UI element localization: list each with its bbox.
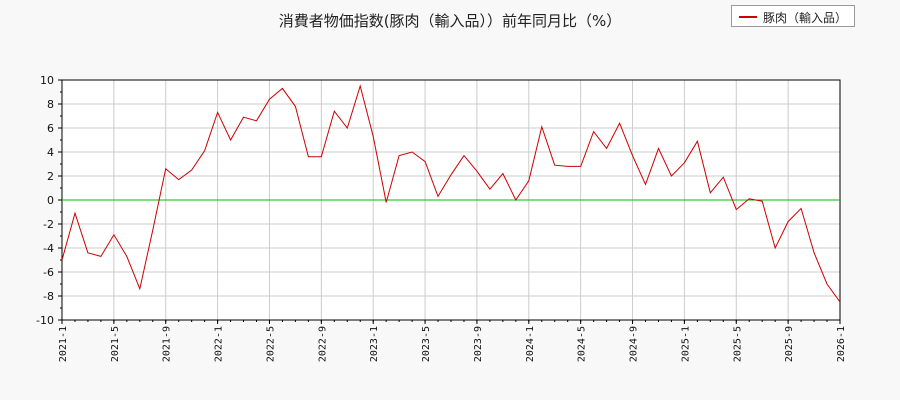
data-point: [216, 111, 219, 114]
data-point: [229, 139, 232, 142]
data-point: [398, 154, 401, 157]
data-point: [164, 167, 167, 170]
data-point: [657, 147, 660, 150]
data-point: [372, 135, 375, 138]
data-point: [307, 155, 310, 158]
data-point: [709, 191, 712, 194]
data-point: [125, 255, 128, 258]
data-point: [190, 169, 193, 172]
data-point: [411, 151, 414, 154]
data-point: [450, 173, 453, 176]
data-point: [255, 119, 258, 122]
data-point: [800, 207, 803, 210]
x-tick-label: 2025-5: [732, 326, 743, 362]
data-point: [514, 199, 517, 202]
y-tick-label: -2: [43, 218, 54, 231]
y-tick-label: 2: [47, 170, 54, 183]
data-point: [177, 178, 180, 181]
y-tick-label: -8: [43, 290, 54, 303]
data-point: [631, 154, 634, 157]
data-point: [839, 301, 842, 304]
x-tick-label: 2024-5: [577, 326, 588, 362]
data-point: [579, 165, 582, 168]
x-tick-label: 2025-9: [784, 326, 795, 362]
legend-series-swatch: [739, 16, 757, 18]
data-point: [112, 233, 115, 236]
data-point: [268, 98, 271, 101]
data-point: [592, 130, 595, 133]
data-point: [73, 212, 76, 215]
data-point: [99, 255, 102, 258]
data-point: [488, 188, 491, 191]
data-point: [540, 125, 543, 128]
data-point: [281, 87, 284, 90]
x-tick-label: 2023-9: [473, 326, 484, 362]
data-point: [86, 251, 89, 254]
y-tick-label: 6: [47, 122, 54, 135]
data-point: [501, 172, 504, 175]
data-point: [138, 287, 141, 290]
data-point: [670, 175, 673, 178]
axes: 10 8 6 4 2 0 -2 -4 -6 -8 -10 2021-1 2021-5 2021-9 2022…: [36, 74, 847, 362]
x-tick-label: 2021-5: [110, 326, 121, 362]
y-tick-label: 10: [40, 74, 54, 87]
data-point: [320, 155, 323, 158]
chart-title: 消費者物価指数(豚肉（輸入品））前年同月比（%）: [278, 12, 622, 30]
x-tick-label: 2022-1: [214, 326, 225, 362]
data-point: [774, 247, 777, 250]
data-point: [644, 183, 647, 186]
data-point: [346, 127, 349, 130]
x-tick-label: 2022-5: [265, 326, 276, 362]
data-point: [385, 201, 388, 204]
data-point: [605, 147, 608, 150]
y-tick-label: -6: [43, 266, 54, 279]
y-tick-label: 4: [47, 146, 54, 159]
x-tick-label: 2025-1: [680, 326, 691, 362]
x-tick-label: 2023-1: [369, 326, 380, 362]
data-point: [696, 140, 699, 143]
data-point: [761, 200, 764, 203]
x-tick-label: 2022-9: [317, 326, 328, 362]
data-point: [748, 197, 751, 200]
y-tick-label: -10: [36, 314, 54, 327]
data-point: [553, 164, 556, 167]
data-point: [61, 259, 64, 262]
data-point: [333, 110, 336, 113]
data-point: [566, 165, 569, 168]
x-tick-label: 2024-9: [629, 326, 640, 362]
legend: 豚肉（輸入品）: [731, 5, 855, 27]
data-point: [475, 170, 478, 173]
data-point: [787, 220, 790, 223]
data-point: [203, 149, 206, 152]
data-point: [424, 160, 427, 163]
x-tick-label: 2021-9: [162, 326, 173, 362]
data-point: [735, 208, 738, 211]
x-tick-label: 2024-1: [525, 326, 536, 362]
y-tick-label: -4: [43, 242, 54, 255]
data-point: [527, 179, 530, 182]
legend-series-label: 豚肉（輸入品）: [763, 11, 848, 25]
data-point: [359, 85, 362, 88]
data-point: [813, 251, 816, 254]
x-tick-label: 2021-1: [58, 326, 69, 362]
y-tick-label: 8: [47, 98, 54, 111]
data-point: [242, 116, 245, 119]
data-point: [618, 122, 621, 125]
data-point: [683, 161, 686, 164]
series-layer: [61, 84, 842, 304]
x-tick-label: 2026-1: [836, 326, 847, 362]
series-line-pork-imported: [61, 84, 841, 303]
data-point: [462, 154, 465, 157]
x-tick-label: 2023-5: [421, 326, 432, 362]
data-point: [437, 195, 440, 198]
y-tick-label: 0: [47, 194, 54, 207]
data-point: [151, 229, 154, 232]
data-point: [722, 176, 725, 179]
data-point: [826, 283, 829, 286]
data-point: [294, 105, 297, 108]
